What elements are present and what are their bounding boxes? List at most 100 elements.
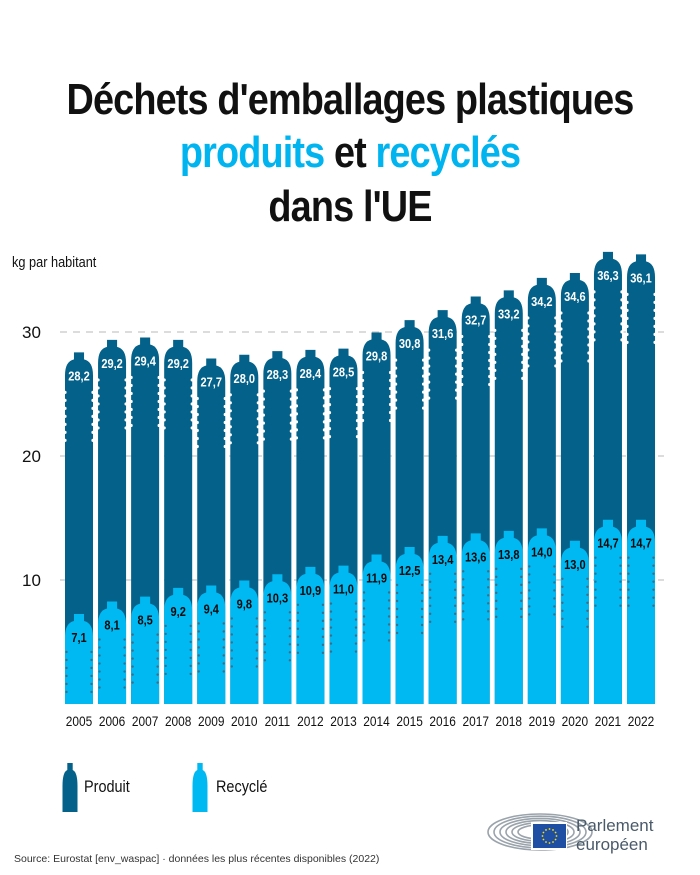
bottle-ridge-recycled bbox=[495, 599, 498, 603]
bottle-ridge bbox=[355, 419, 360, 423]
data-label-recycled: 10,3 bbox=[267, 590, 289, 605]
bottle-ridge bbox=[493, 376, 497, 380]
bottle-ridge bbox=[455, 372, 459, 376]
bottle-ridge bbox=[256, 401, 260, 405]
bottle-ridge bbox=[96, 394, 100, 398]
bottle-ridge-recycled bbox=[528, 605, 531, 608]
bottle-ridge-recycled bbox=[329, 650, 333, 653]
bar-produced bbox=[65, 352, 93, 704]
bottle-ridge bbox=[455, 388, 459, 392]
bottle-ridge-recycled bbox=[586, 625, 589, 628]
data-label-produced: 34,2 bbox=[531, 294, 553, 309]
bottle-ridge bbox=[91, 414, 95, 418]
bottle-ridge-recycled bbox=[329, 634, 333, 637]
bottle-ridge bbox=[355, 427, 360, 431]
bottle-ridge-recycled bbox=[255, 625, 258, 628]
bottle-ridge bbox=[620, 330, 624, 334]
eu-star bbox=[552, 841, 554, 843]
x-tick-label: 2015 bbox=[396, 713, 422, 729]
data-label-recycled: 13,0 bbox=[564, 557, 586, 572]
bottle-ridge bbox=[190, 386, 194, 390]
bottle-ridge bbox=[96, 426, 100, 430]
bottle-ridge bbox=[521, 368, 525, 372]
bottle-ridge-recycled bbox=[255, 657, 258, 660]
bottle-ridge bbox=[488, 334, 492, 339]
bottle-ridge-recycled bbox=[561, 609, 564, 612]
bars bbox=[63, 251, 657, 705]
bottle-ridge-recycled bbox=[520, 599, 523, 603]
bottle-ridge bbox=[261, 389, 265, 393]
bottle-ridge-recycled bbox=[288, 627, 292, 630]
bottle-ridge-recycled bbox=[395, 623, 399, 627]
bottle-ridge bbox=[261, 397, 265, 401]
bottle-ridge-recycled bbox=[395, 607, 399, 611]
data-label-produced: 34,6 bbox=[564, 289, 586, 304]
bottle-ridge bbox=[327, 411, 332, 415]
bottle-ridge bbox=[96, 386, 100, 390]
bottle-ridge-recycled bbox=[131, 673, 134, 676]
bottle-ridge bbox=[592, 298, 596, 302]
bottle-ridge-recycled bbox=[189, 672, 192, 676]
y-axis-label: kg par habitant bbox=[12, 254, 97, 271]
bottle-ridge bbox=[261, 429, 265, 433]
bottle-ridge-recycled bbox=[65, 690, 68, 694]
bar-recycled bbox=[65, 613, 93, 704]
bottle-ridge-recycled bbox=[619, 604, 622, 607]
bottle-ridge bbox=[190, 394, 194, 398]
bottle-ridge bbox=[223, 444, 227, 449]
bottle-ridge-recycled bbox=[230, 633, 233, 636]
bottle-ridge bbox=[162, 402, 166, 406]
data-label-produced: 28,0 bbox=[234, 371, 256, 386]
bottle-ridge bbox=[620, 306, 624, 310]
bottle-ridge bbox=[620, 298, 624, 302]
data-label-produced: 29,4 bbox=[134, 354, 156, 369]
bottle-ridge bbox=[394, 366, 398, 370]
bottle-ridge bbox=[190, 410, 194, 414]
bottle-ridge bbox=[625, 316, 629, 320]
data-label-recycled: 12,5 bbox=[399, 563, 421, 578]
bottle-ridge bbox=[554, 348, 558, 352]
bottle-ridge-recycled bbox=[90, 658, 93, 662]
bottle-ridge-recycled bbox=[495, 567, 498, 571]
bottle-ridge-recycled bbox=[65, 658, 68, 662]
data-label-produced: 36,3 bbox=[597, 268, 619, 283]
bottle-ridge-recycled bbox=[354, 618, 358, 621]
bottle-ridge-recycled bbox=[495, 607, 498, 611]
bar-recycled bbox=[98, 601, 127, 704]
bottle-ridge-recycled bbox=[362, 631, 366, 634]
bottle-ridge bbox=[327, 419, 332, 423]
bottle-ridge bbox=[592, 314, 596, 318]
bottle-ridge-recycled bbox=[528, 613, 531, 616]
bottle-ridge bbox=[521, 352, 525, 356]
bottle-ridge bbox=[129, 375, 133, 380]
bottle-ridge-recycled bbox=[296, 627, 300, 631]
bottle-ridge bbox=[63, 398, 67, 402]
bottle-ridge bbox=[129, 415, 133, 420]
bottle-ridge bbox=[63, 430, 67, 434]
bottle-ridge-recycled bbox=[321, 627, 325, 631]
bottle-ridge bbox=[587, 319, 591, 323]
bottle-ridge-recycled bbox=[329, 618, 333, 621]
bottle-ridge-recycled bbox=[131, 633, 134, 636]
bottle-ridge bbox=[427, 356, 431, 360]
bottle-ridge bbox=[91, 390, 95, 394]
bottle-ridge-recycled bbox=[189, 664, 192, 668]
bottle-ridge-recycled bbox=[594, 604, 597, 607]
bottle-ridge-recycled bbox=[197, 622, 200, 625]
bottle-ridge-recycled bbox=[487, 594, 490, 597]
bottle-ridge bbox=[190, 378, 194, 382]
bottle-ridge bbox=[554, 332, 558, 336]
bottle-ridge bbox=[96, 410, 100, 414]
bottle-ridge-recycled bbox=[362, 639, 366, 642]
bottle-ridge bbox=[256, 441, 260, 445]
bottle-ridge-recycled bbox=[222, 646, 225, 649]
bottle-ridge-recycled bbox=[362, 591, 366, 594]
bottle-ridge bbox=[592, 322, 596, 326]
bottle-ridge-recycled bbox=[619, 572, 622, 575]
x-tick-label: 2013 bbox=[330, 713, 356, 729]
bottle-ridge-recycled bbox=[164, 656, 167, 660]
bottle-ridge bbox=[559, 327, 563, 331]
bottle-ridge bbox=[592, 338, 596, 342]
bottle-ridge bbox=[195, 404, 199, 409]
bottle-ridge-recycled bbox=[131, 681, 134, 684]
